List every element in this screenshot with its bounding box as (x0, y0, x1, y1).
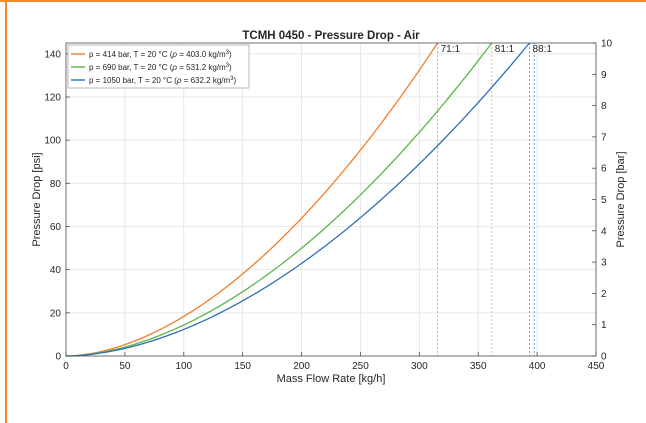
plot-area (66, 43, 596, 356)
ratio-lines (437, 43, 535, 356)
y2-ticks: 0 1 2 3 4 5 6 7 8 9 10 (592, 39, 613, 363)
y2-axis-label: Pressure Drop [bar] (615, 152, 627, 248)
y2-tick-label: 3 (601, 258, 607, 269)
y2-tick-label: 5 (601, 195, 607, 206)
y2-tick-label: 6 (601, 164, 607, 175)
legend-text: p = 690 bar, T = 20 °C ( (89, 63, 173, 72)
legend-superscript: 3 (226, 63, 230, 69)
x-tick-label: 400 (529, 361, 546, 372)
ratio-label: 81:1 (495, 44, 515, 55)
legend-text: = 531.2 kg/m (177, 63, 226, 72)
legend-text: ) (234, 76, 237, 85)
x-tick-label: 50 (119, 361, 131, 372)
y2-tick-label: 1 (601, 320, 607, 331)
legend-text: p = 1050 bar, T = 20 °C ( (89, 76, 177, 85)
series-line (65, 42, 439, 357)
y-tick-label: 80 (50, 179, 62, 190)
y2-tick-label: 7 (601, 132, 607, 143)
frame-top-line (0, 0, 646, 2)
legend-entry: p = 690 bar, T = 20 °C (ρ = 531.2 kg/m3) (89, 63, 232, 72)
frame-left-line (5, 0, 7, 423)
y-tick-label: 40 (50, 265, 62, 276)
legend-rho: ρ (171, 63, 177, 72)
ratio-labels: 71:1 81:1 88:1 (441, 44, 553, 55)
legend-text: ) (229, 50, 232, 59)
x-tick-label: 450 (588, 361, 605, 372)
y-tick-label: 0 (55, 352, 61, 363)
y2-tick-label: 0 (601, 352, 607, 363)
legend-entry: p = 414 bar, T = 20 °C (ρ = 403.0 kg/m3) (89, 50, 232, 59)
x-axis-label: Mass Flow Rate [kg/h] (277, 373, 386, 385)
y-tick-label: 140 (44, 49, 61, 60)
ratio-label: 71:1 (441, 44, 461, 55)
legend-rho: ρ (176, 76, 182, 85)
x-tick-label: 250 (352, 361, 369, 372)
series-line (65, 42, 493, 357)
legend-rho: ρ (171, 50, 177, 59)
x-tick-label: 350 (470, 361, 487, 372)
legend: p = 414 bar, T = 20 °C (ρ = 403.0 kg/m3)… (67, 44, 250, 89)
x-ticks: 0 50 100 150 200 250 300 350 400 450 (63, 352, 605, 372)
series-curves (65, 42, 530, 357)
ratio-label: 88:1 (532, 44, 552, 55)
chart-title: TCMH 0450 - Pressure Drop - Air (242, 30, 420, 42)
x-tick-label: 200 (293, 361, 310, 372)
y-tick-label: 60 (50, 222, 62, 233)
legend-text: p = 414 bar, T = 20 °C ( (89, 50, 173, 59)
y2-tick-label: 4 (601, 226, 607, 237)
legend-superscript: 3 (230, 76, 234, 82)
y-tick-label: 120 (44, 92, 61, 103)
y-tick-label: 20 (50, 308, 62, 319)
series-line (65, 42, 530, 357)
x-tick-label: 300 (411, 361, 428, 372)
legend-text: ) (229, 63, 232, 72)
y2-tick-label: 8 (601, 101, 607, 112)
x-tick-label: 100 (175, 361, 192, 372)
y-axis-label: Pressure Drop [psi] (31, 152, 43, 246)
legend-box (67, 44, 250, 89)
legend-text: = 403.0 kg/m (177, 50, 226, 59)
x-tick-label: 0 (63, 361, 69, 372)
legend-entry: p = 1050 bar, T = 20 °C (ρ = 632.2 kg/m3… (89, 76, 237, 85)
legend-text: = 632.2 kg/m (181, 76, 230, 85)
legend-superscript: 3 (226, 50, 230, 56)
y2-tick-label: 10 (601, 39, 613, 50)
y2-tick-label: 2 (601, 289, 607, 300)
x-tick-label: 150 (234, 361, 251, 372)
y-tick-label: 100 (44, 136, 61, 147)
y2-tick-label: 9 (601, 70, 607, 81)
